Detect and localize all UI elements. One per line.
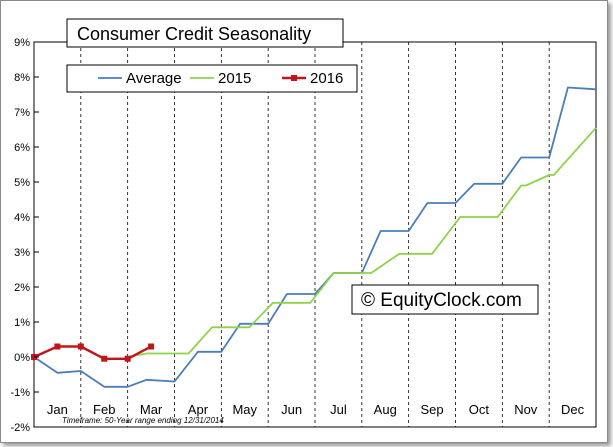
x-tick-label: Oct [469, 402, 490, 417]
y-tick-label: 5% [14, 177, 30, 189]
x-tick-label: Apr [188, 402, 209, 417]
data-point-2016 [77, 343, 84, 350]
data-point-2016 [54, 343, 61, 350]
legend-label-2015: 2015 [218, 70, 251, 87]
data-point-2016 [148, 343, 155, 350]
x-tick-label: Sep [421, 402, 444, 417]
y-tick-label: 8% [14, 72, 30, 84]
data-point-2016 [124, 355, 131, 362]
x-tick-label: Feb [93, 402, 115, 417]
footnote: Timeframe: 50-Year range ending 12/31/20… [62, 416, 224, 425]
x-tick-label: Jan [47, 402, 68, 417]
y-tick-label: 2% [14, 282, 30, 294]
data-point-2016 [101, 355, 108, 362]
title-box: Consumer Credit Seasonality [66, 18, 344, 48]
watermark: © EquityClock.com [361, 290, 522, 311]
y-tick-label: 1% [14, 317, 30, 329]
y-tick-label: 3% [14, 247, 30, 259]
x-tick-label: May [232, 402, 257, 417]
y-tick-label: 7% [14, 107, 30, 119]
chart-title: Consumer Credit Seasonality [77, 24, 311, 44]
y-tick-label: 9% [14, 37, 30, 49]
y-tick-label: 6% [14, 142, 30, 154]
grid [80, 42, 550, 427]
x-tick-label: Dec [561, 402, 585, 417]
series-line-average [33, 86, 597, 388]
y-tick-label: 0% [14, 352, 30, 364]
series-layer [31, 86, 597, 388]
watermark-box: © EquityClock.com [351, 284, 539, 315]
legend-marker-2016 [291, 75, 297, 81]
x-tick-label: Nov [514, 402, 538, 417]
y-tick-label: 4% [14, 212, 30, 224]
y-tick-label: -1% [10, 387, 30, 399]
x-tick-label: Jun [281, 402, 302, 417]
legend-label-2016: 2016 [310, 70, 343, 87]
series-line-2016 [33, 345, 152, 360]
series-line-2015 [127, 127, 597, 358]
x-tick-label: Mar [140, 402, 163, 417]
y-tick-label: -2% [10, 422, 30, 434]
legend: Average 2015 2016 [66, 64, 358, 93]
legend-label-average: Average [126, 70, 182, 87]
x-tick-label: Aug [374, 402, 397, 417]
axis-ticks: -2% -1% 0% 1% 2% 3% 4% 5% 6% 7% 8% 9% Jan Feb Mar Apr Ma… [10, 37, 584, 434]
x-tick-label: Jul [330, 402, 347, 417]
